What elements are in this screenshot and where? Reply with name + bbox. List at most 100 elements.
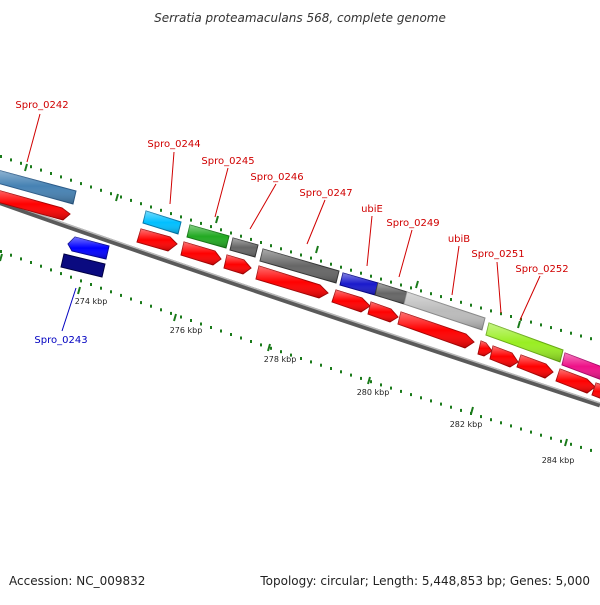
minor-tick [560, 439, 562, 443]
sequence-backbone-highlight [0, 199, 600, 404]
minor-tick [130, 198, 132, 202]
gene-shading [375, 283, 407, 304]
gene-shading [340, 273, 378, 295]
leader-spro-0243 [61, 287, 77, 332]
gene-label[interactable]: Spro_0252 [515, 264, 568, 275]
minor-tick [110, 290, 112, 294]
minor-tick [120, 293, 122, 297]
gene-label[interactable]: Spro_0245 [201, 156, 254, 167]
minor-tick [230, 333, 232, 336]
cds-shading [490, 346, 518, 367]
minor-tick [570, 442, 572, 446]
gene-label[interactable]: ubiB [448, 234, 470, 245]
minor-tick [580, 334, 582, 338]
minor-tick [100, 188, 102, 192]
leader-spro-0244 [169, 151, 175, 205]
minor-tick [0, 155, 2, 158]
minor-tick [540, 433, 542, 437]
minor-tick [210, 225, 212, 229]
leader-spro-0249 [398, 229, 413, 278]
minor-tick [30, 165, 32, 169]
minor-tick [50, 172, 52, 175]
minor-tick [510, 315, 512, 318]
minor-tick [320, 259, 322, 263]
gene-label[interactable]: Spro_0246 [250, 172, 303, 183]
minor-tick [360, 271, 362, 275]
cds-shading [0, 190, 70, 220]
minor-tick [290, 250, 292, 254]
gene-label[interactable]: Spro_0242 [15, 100, 68, 111]
gene-label[interactable]: Spro_0251 [471, 249, 524, 260]
minor-tick [350, 268, 352, 272]
leader-spro-0242 [26, 113, 41, 163]
minor-tick [150, 304, 152, 308]
map-title: Serratia proteamaculans 568, complete ge… [154, 11, 446, 25]
tick-row-inner [0, 250, 592, 452]
scale-labels: 274 kbp 276 kbp 278 kbp 280 kbp 282 kbp … [75, 297, 575, 465]
minor-tick [370, 380, 372, 384]
major-tick [215, 215, 219, 224]
minor-tick [160, 208, 162, 212]
gene-label[interactable]: Spro_0244 [147, 139, 200, 150]
minor-tick [260, 343, 262, 347]
minor-tick [320, 363, 322, 367]
gene-shading [230, 238, 258, 257]
gene-shading [404, 292, 485, 330]
cds-shading [332, 290, 370, 312]
minor-tick [310, 256, 312, 260]
leader-spro-0246 [249, 183, 277, 230]
minor-tick [90, 283, 92, 286]
minor-tick [390, 280, 392, 284]
forward-cds-lane [0, 190, 600, 399]
minor-tick [380, 383, 382, 387]
minor-tick [240, 336, 242, 340]
minor-tick [170, 311, 172, 315]
minor-tick [50, 268, 52, 272]
minor-tick [250, 340, 252, 343]
minor-tick [470, 412, 472, 415]
minor-tick [450, 405, 452, 409]
minor-tick [500, 312, 502, 316]
minor-tick [410, 393, 412, 397]
major-tick [517, 320, 521, 329]
major-tick [267, 343, 271, 352]
gene-label[interactable]: ubiE [361, 204, 383, 215]
minor-tick [410, 286, 412, 290]
gene-label[interactable]: Spro_0243 [34, 335, 87, 346]
minor-tick [170, 212, 172, 216]
minor-tick [70, 275, 72, 279]
major-tick [77, 286, 81, 295]
minor-tick [400, 389, 402, 393]
tick-label: 280 kbp [357, 388, 390, 397]
cds-shading [137, 229, 177, 251]
minor-tick [420, 289, 422, 293]
leader-ubie [366, 215, 373, 267]
genome-summary-text: Topology: circular; Length: 5,448,853 bp… [259, 574, 590, 588]
gene-shading [187, 225, 229, 248]
minor-tick [150, 205, 152, 209]
minor-tick [30, 261, 32, 264]
gene-spro-0243-block[interactable] [60, 253, 106, 278]
minor-tick [310, 360, 312, 364]
accession-text: Accession: NC_009832 [9, 574, 145, 588]
minor-tick [10, 158, 12, 162]
gene-label[interactable]: Spro_0249 [386, 218, 439, 229]
minor-tick [370, 274, 372, 278]
gene-label[interactable]: Spro_0247 [299, 188, 352, 199]
minor-tick [520, 427, 522, 431]
leader-spro-0251 [496, 261, 502, 314]
minor-tick [530, 320, 532, 324]
minor-tick [430, 399, 432, 403]
minor-tick [460, 300, 462, 304]
minor-tick [330, 262, 332, 266]
minor-tick [80, 279, 82, 283]
gene-labels: Spro_0242 Spro_0244 Spro_0245 Spro_0246 … [15, 100, 568, 346]
minor-tick [250, 237, 252, 241]
gene-shading [68, 237, 109, 259]
minor-tick [240, 234, 242, 238]
minor-tick [580, 445, 582, 449]
minor-tick [270, 244, 272, 248]
minor-tick [110, 192, 112, 196]
